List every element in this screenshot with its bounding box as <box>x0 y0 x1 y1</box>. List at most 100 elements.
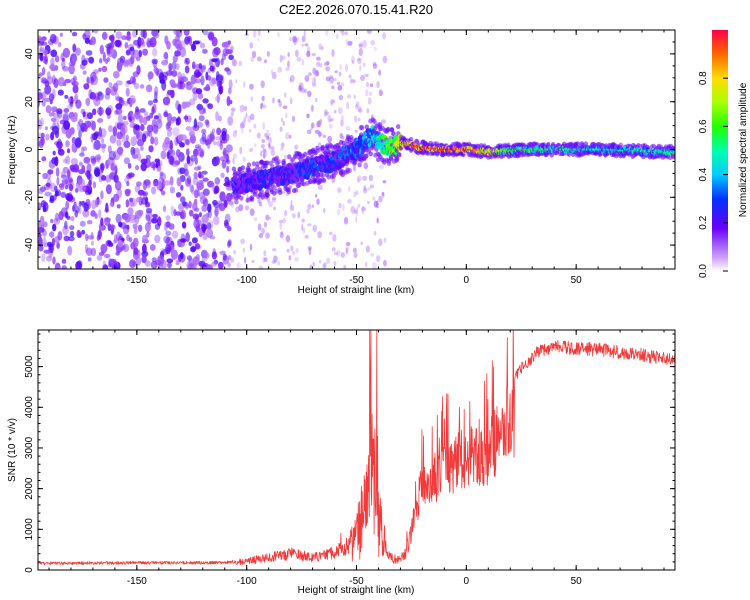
heatmap-cell <box>126 181 130 187</box>
heatmap-cell <box>198 228 203 238</box>
x-tick-label: -150 <box>127 576 147 587</box>
heatmap-cell <box>81 54 86 64</box>
heatmap-cell <box>311 77 316 85</box>
heatmap-cell <box>202 198 209 207</box>
heatmap-cell <box>153 66 158 74</box>
heatmap-cell <box>199 42 206 49</box>
heatmap-cell <box>245 112 248 119</box>
heatmap-cell <box>365 89 369 97</box>
colorbar-tick-label: 0.0 <box>698 264 709 278</box>
heatmap-cell <box>38 187 44 195</box>
heatmap-cell <box>304 234 309 239</box>
heatmap-cell <box>212 141 218 146</box>
heatmap-cell <box>129 98 136 104</box>
heatmap-cell <box>109 224 116 231</box>
heatmap-cell <box>185 232 190 243</box>
heatmap-cell <box>67 245 73 256</box>
heatmap-cell <box>126 31 131 36</box>
heatmap-cell <box>367 97 372 105</box>
heatmap-cell <box>274 155 280 161</box>
heatmap-cell <box>270 149 276 157</box>
heatmap-cell <box>62 158 68 164</box>
heatmap-cell <box>382 55 388 64</box>
heatmap-cell <box>618 142 623 148</box>
heatmap-cell <box>188 209 194 217</box>
heatmap-cell <box>107 240 112 245</box>
heatmap-cell <box>60 174 68 179</box>
heatmap-cell <box>122 243 130 253</box>
heatmap-cell <box>54 262 61 269</box>
heatmap-cell <box>266 132 271 137</box>
heatmap-cell <box>113 174 119 183</box>
heatmap-cell <box>344 31 348 36</box>
heatmap-cell <box>38 227 45 233</box>
heatmap-cell <box>44 126 49 131</box>
heatmap-cell <box>362 62 366 68</box>
heatmap-cell <box>89 92 96 100</box>
heatmap-cell <box>69 230 75 238</box>
heatmap-cell <box>347 94 351 99</box>
heatmap-cell <box>223 219 229 227</box>
heatmap-cell <box>126 31 132 42</box>
heatmap-cell <box>150 260 158 269</box>
heatmap-cell <box>65 200 70 210</box>
heatmap-cell <box>188 129 196 138</box>
heatmap-cell <box>39 46 44 52</box>
heatmap-cell <box>212 248 216 257</box>
heatmap-cell <box>130 146 136 156</box>
heatmap-cell <box>202 98 209 104</box>
heatmap-cell <box>169 139 173 151</box>
heatmap-cell <box>40 132 45 138</box>
heatmap-cell <box>82 70 87 75</box>
heatmap-cell <box>205 212 210 218</box>
heatmap-cell <box>338 203 342 209</box>
heatmap-cell <box>277 260 281 266</box>
heatmap-cell <box>202 48 208 54</box>
heatmap-cell <box>144 222 151 233</box>
heatmap-cell <box>254 217 258 222</box>
heatmap-cell <box>63 235 70 242</box>
heatmap-cell <box>151 257 157 263</box>
heatmap-cell <box>263 250 267 257</box>
heatmap-cell <box>152 98 159 104</box>
heatmap-cell <box>169 79 176 86</box>
heatmap-cell <box>124 214 131 223</box>
heatmap-cell <box>118 146 123 152</box>
heatmap-cell <box>308 72 312 77</box>
heatmap-cell <box>104 93 111 100</box>
x-tick-label: -150 <box>127 275 147 286</box>
heatmap-cell <box>327 135 332 144</box>
heatmap-cell <box>98 222 105 231</box>
x-tick-label: 50 <box>571 576 583 587</box>
heatmap-cell <box>376 81 380 89</box>
heatmap-cell <box>349 135 354 140</box>
heatmap-cell <box>366 30 372 34</box>
heatmap-cell <box>196 121 204 128</box>
heatmap-cell <box>111 162 116 171</box>
heatmap-cell <box>281 117 284 123</box>
heatmap-cell <box>50 218 54 224</box>
heatmap-cell <box>303 88 308 94</box>
heatmap-cell <box>140 197 147 205</box>
heatmap-cell <box>157 216 162 227</box>
heatmap-cell <box>197 165 202 170</box>
heatmap-cell <box>186 155 191 165</box>
heatmap-cell <box>345 125 351 131</box>
heatmap-cell <box>190 246 197 252</box>
heatmap-cell <box>286 189 291 195</box>
heatmap-cell <box>238 60 243 67</box>
heatmap-cell <box>129 197 134 203</box>
y-tick-label: 20 <box>24 96 35 108</box>
heatmap-cell <box>337 84 343 91</box>
heatmap-cell <box>152 48 158 57</box>
heatmap-cell <box>366 108 370 114</box>
heatmap-cell <box>301 181 307 187</box>
heatmap-cell <box>85 50 93 56</box>
heatmap-cell <box>217 261 224 269</box>
snr-x-label: Height of straight line (km) <box>298 585 415 596</box>
heatmap-cell <box>117 114 124 124</box>
heatmap-cell <box>340 82 345 87</box>
heatmap-cell <box>93 69 99 75</box>
heatmap-cell <box>51 117 57 123</box>
heatmap-cell <box>339 63 342 71</box>
